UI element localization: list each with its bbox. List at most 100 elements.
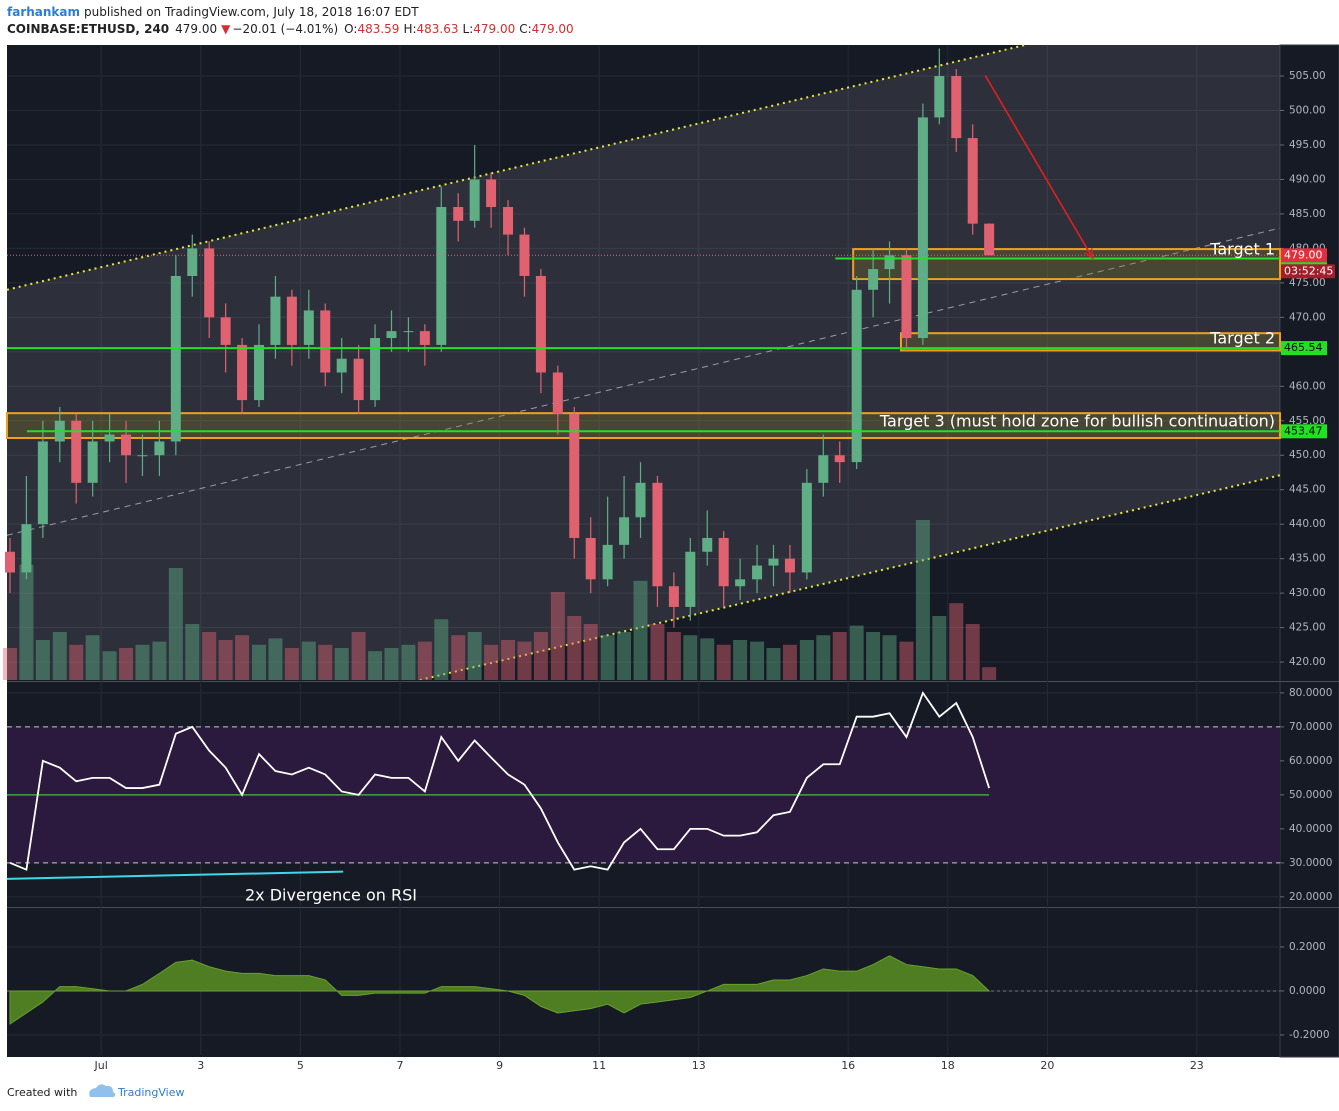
change: −20.01 (−4.01%) — [232, 22, 338, 36]
candle-body — [652, 482, 663, 587]
volume-bar — [19, 564, 34, 680]
header-line-1: farhankam published on TradingView.com, J… — [7, 5, 419, 19]
annotation: Target 1 — [1209, 240, 1275, 259]
candle-body — [4, 551, 15, 573]
volume-bar — [766, 648, 781, 680]
candle-body — [37, 441, 48, 525]
volume-bar — [119, 648, 134, 680]
y-tick-label: 485.00 — [1289, 208, 1326, 220]
y-tick-label: 455.00 — [1289, 415, 1326, 427]
level-tag — [1281, 424, 1327, 439]
volume-bar — [252, 644, 267, 680]
last: 479.00 — [175, 22, 217, 36]
volume-bar — [85, 635, 100, 680]
header-line-2: COINBASE:ETHUSD, 240 479.00 ▼ −20.01 (−4.01… — [7, 22, 574, 36]
upper-channel — [7, 45, 1026, 291]
author[interactable]: farhankam — [7, 5, 80, 19]
candle-body — [486, 179, 497, 208]
x-tick-label: 5 — [297, 1059, 304, 1072]
volume-bar — [533, 632, 548, 680]
candle-body — [884, 255, 895, 270]
y-tick-label: 475.00 — [1289, 277, 1326, 289]
candle-body — [137, 455, 148, 457]
volume-bar — [235, 635, 250, 680]
candle-body — [602, 544, 613, 580]
candle-body — [901, 255, 912, 339]
candle-body — [453, 207, 464, 221]
candle-body — [851, 289, 862, 463]
x-tick-label: 23 — [1190, 1059, 1204, 1072]
low-value: 479.00 — [473, 22, 515, 36]
candle-body — [951, 76, 962, 139]
published: published on TradingView.com, July 18, 2… — [84, 5, 419, 19]
rsi-line — [9, 690, 990, 871]
candle-body — [784, 558, 795, 573]
candle-body — [71, 420, 82, 483]
last-price-label: 479.00 — [1284, 248, 1323, 261]
annotation: Target 3 (must hold zone for bullish con… — [879, 412, 1275, 431]
x-tick-label: 7 — [396, 1059, 403, 1072]
candle-body — [204, 248, 215, 318]
candle-body — [503, 207, 514, 235]
last-price-tag — [1281, 248, 1327, 263]
volume-bar — [550, 592, 565, 680]
divergence-line — [6, 870, 344, 880]
y-tick-label: 0.2000 — [1289, 941, 1326, 953]
candle-body — [21, 524, 32, 573]
candle-body — [668, 586, 679, 607]
candle-body — [635, 482, 646, 518]
volume-bar — [218, 640, 233, 680]
candle-body — [121, 434, 132, 456]
x-tick-label: 11 — [592, 1059, 606, 1072]
candle-body — [768, 558, 779, 566]
volume-bar — [417, 641, 432, 680]
volume-bar — [202, 632, 217, 680]
volume-bar — [982, 667, 997, 680]
candle-body — [619, 517, 630, 545]
y-tick-label: -0.2000 — [1289, 1029, 1330, 1041]
x-tick-label: 13 — [692, 1059, 706, 1072]
y-tick-label: 490.00 — [1289, 173, 1326, 185]
volume-bar — [102, 651, 117, 680]
candle-body — [934, 76, 945, 118]
x-tick-label: 9 — [496, 1059, 503, 1072]
y-tick-label: 80.0000 — [1289, 687, 1332, 699]
volume-bar — [318, 644, 333, 680]
level-tag — [1281, 341, 1327, 356]
close-value: 479.00 — [532, 22, 574, 36]
volume-bar — [832, 632, 847, 680]
y-tick-label: 460.00 — [1289, 380, 1326, 392]
oscillator-area — [9, 955, 991, 1025]
y-tick-label: 435.00 — [1289, 553, 1326, 565]
volume-bar — [733, 640, 748, 680]
candle-body — [237, 344, 248, 401]
y-tick-label: 420.00 — [1289, 656, 1326, 668]
y-tick-label: 450.00 — [1289, 449, 1326, 461]
candle-body — [801, 482, 812, 573]
brand-logo — [89, 1084, 116, 1097]
volume-bar — [517, 641, 532, 680]
candle-body — [254, 344, 265, 401]
footer-brand[interactable]: TradingView — [117, 1086, 184, 1099]
volume-bar — [915, 520, 930, 680]
volume-bar — [284, 648, 299, 680]
volume-bar — [750, 641, 765, 680]
symbol: COINBASE:ETHUSD, 240 — [7, 22, 169, 36]
x-tick-label: 16 — [841, 1059, 855, 1072]
volume-bar — [152, 641, 167, 680]
volume-bar — [899, 641, 914, 680]
volume-bar — [666, 632, 681, 680]
y-tick-label: 505.00 — [1289, 70, 1326, 82]
candle-body — [569, 413, 580, 538]
candle-body — [967, 138, 978, 224]
candle-body — [303, 310, 314, 345]
volume-bar — [135, 644, 150, 680]
footer-created: Created with — [7, 1086, 77, 1099]
target-zone — [6, 412, 1281, 439]
volume-bar — [583, 624, 598, 680]
open-value: 483.59 — [357, 22, 399, 36]
candle-body — [353, 358, 364, 401]
volume-bar — [816, 635, 831, 680]
